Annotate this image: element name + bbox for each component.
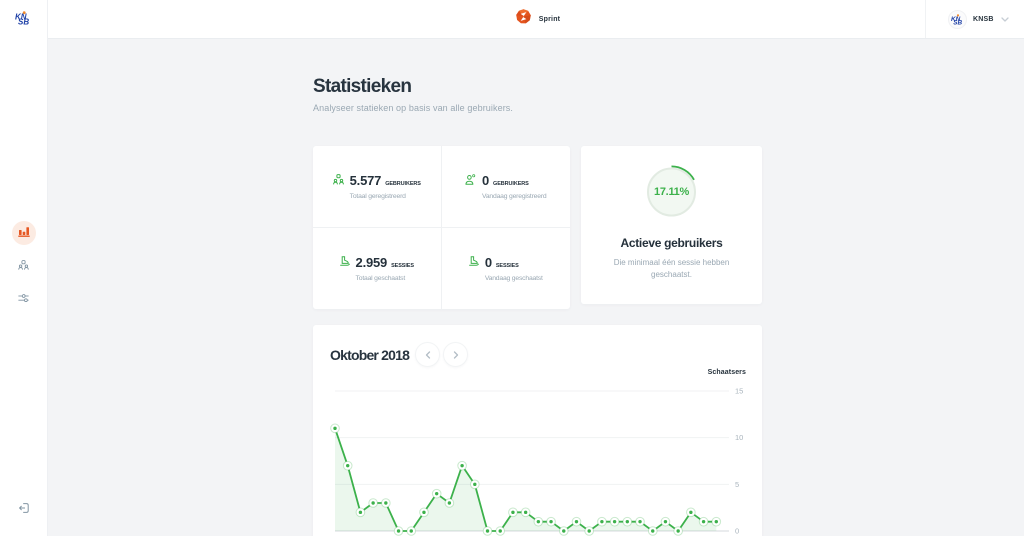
page-subtitle: Analyseer statieken op basis van alle ge… <box>313 103 514 113</box>
main-area: Statistieken Analyseer statieken op basi… <box>48 39 1024 536</box>
sliders-icon <box>18 290 29 308</box>
line-chart: 0 5 10 15 <box>330 387 743 536</box>
stat-value: 2.959 <box>355 254 388 270</box>
svg-text:KN: KN <box>15 13 27 22</box>
svg-text:5: 5 <box>735 480 739 489</box>
account-menu[interactable]: KN SB KNSB <box>925 0 1024 38</box>
sidebar-logout[interactable] <box>0 500 47 518</box>
next-month-button[interactable] <box>443 342 469 367</box>
sprint-logo-icon <box>515 9 531 29</box>
chart-title: Oktober 2018 <box>330 346 410 363</box>
knsb-logo[interactable]: KN SB <box>0 11 47 25</box>
stat-value: 0 <box>482 172 490 188</box>
donut-chart <box>647 165 696 217</box>
stat-total-sessions: 2.959 SESSIES Totaal geschaatst <box>313 227 442 309</box>
active-users-card: 17.11% Actieve gebruikers Die minimaal é… <box>581 146 762 304</box>
svg-text:0: 0 <box>735 527 739 536</box>
logout-icon <box>18 500 29 518</box>
avatar: KN SB <box>948 9 967 29</box>
app-switcher[interactable]: Sprint <box>50 0 1024 38</box>
chevron-down-icon <box>1000 16 1009 22</box>
page-title: Statistieken <box>313 76 412 97</box>
account-name: KNSB <box>973 15 994 23</box>
stat-caption: Totaal geregistreerd <box>349 192 406 200</box>
stat-total-users: 5.577 GEBRUIKERS Totaal geregistreerd <box>313 146 442 228</box>
sidebar-item-statistics[interactable] <box>11 221 36 245</box>
active-users-percentage: 17.11% <box>654 186 689 198</box>
stat-unit: SESSIES <box>391 262 414 269</box>
chart-card: 0 5 10 15 Oktober 2018 Schaatsers <box>313 325 762 536</box>
stats-card: 5.577 GEBRUIKERS Totaal geregistreerd <box>313 146 570 309</box>
topbar: Sprint KN SB KNSB <box>0 0 1024 39</box>
users-icon <box>18 257 29 275</box>
svg-text:15: 15 <box>735 387 743 396</box>
users-group-icon <box>332 173 344 200</box>
skate-icon <box>468 256 479 282</box>
prev-month-button[interactable] <box>415 342 441 367</box>
stat-today-sessions: 0 SESSIES Vandaag geschaatst <box>442 228 571 310</box>
sidebar-item-settings[interactable] <box>12 287 36 311</box>
svg-text:SB: SB <box>953 19 962 24</box>
stat-unit: GEBRUIKERS <box>493 180 529 187</box>
stat-caption: Totaal geschaatst <box>355 274 406 282</box>
stat-today-users: 0 GEBRUIKERS Vandaag geregistreerd <box>441 146 570 228</box>
stat-caption: Vandaag geschaatst <box>484 274 543 282</box>
sidebar: KN SB <box>0 0 48 536</box>
svg-text:KN: KN <box>951 16 961 23</box>
bar-chart-icon <box>17 224 30 242</box>
user-plus-icon <box>465 174 476 200</box>
chart-y-axis-label: Schaatsers <box>707 369 746 376</box>
svg-text:SB: SB <box>18 17 29 25</box>
stat-value: 5.577 <box>349 172 382 188</box>
stat-caption: Vandaag geregistreerd <box>482 192 547 200</box>
app-name-label: Sprint <box>538 15 561 23</box>
active-users-subtitle: Die minimaal één sessie hebben geschaats… <box>613 258 730 279</box>
stat-unit: SESSIES <box>495 262 519 269</box>
stat-value: 0 <box>484 254 492 270</box>
stat-unit: GEBRUIKERS <box>385 180 421 187</box>
sidebar-item-users[interactable] <box>12 254 36 278</box>
sidebar-nav <box>0 221 47 320</box>
svg-text:10: 10 <box>735 433 743 442</box>
skate-icon <box>339 256 350 282</box>
active-users-title: Actieve gebruikers <box>620 236 723 250</box>
